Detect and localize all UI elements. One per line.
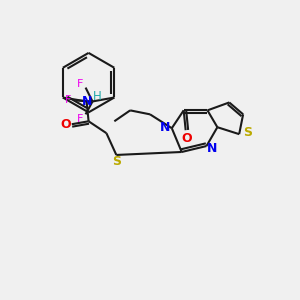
- Text: H: H: [93, 90, 102, 103]
- Text: F: F: [64, 95, 71, 106]
- Text: O: O: [181, 132, 192, 145]
- Text: N: N: [207, 142, 218, 154]
- Text: N: N: [81, 95, 92, 108]
- Text: N: N: [160, 121, 170, 134]
- Text: F: F: [76, 114, 83, 124]
- Text: S: S: [244, 126, 253, 139]
- Text: F: F: [76, 79, 83, 88]
- Text: S: S: [112, 155, 121, 168]
- Text: O: O: [61, 118, 71, 131]
